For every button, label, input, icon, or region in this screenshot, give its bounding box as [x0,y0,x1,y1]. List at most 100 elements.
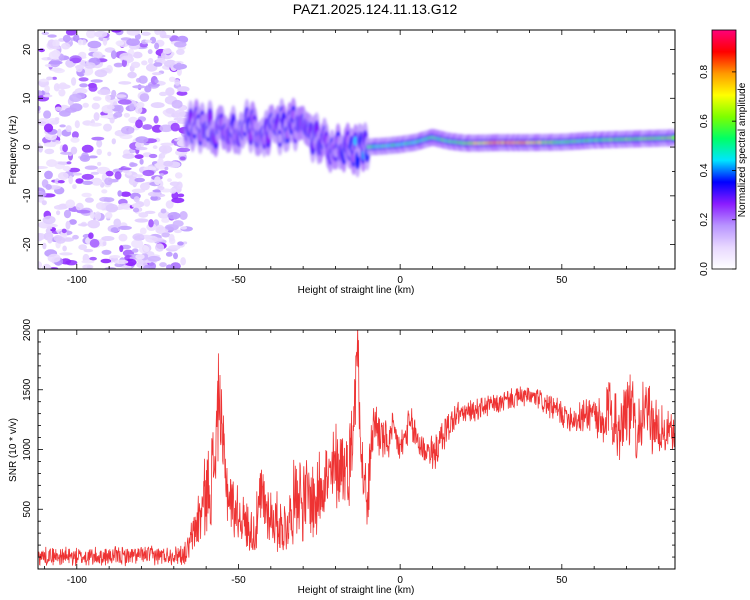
heat-cell [152,189,162,193]
heat-cell [145,39,153,43]
heat-cell [148,83,161,87]
heat-cell [176,147,191,153]
heat-cell [159,173,164,177]
heat-cell [153,115,159,124]
heat-cell [162,160,174,167]
heat-cell [165,107,175,114]
heat-cell [131,188,146,193]
y-tick-label: 1000 [22,438,33,461]
heat-cell [92,96,102,101]
heat-cell [143,198,151,207]
heat-cell [61,228,67,234]
heat-cell [177,86,190,93]
heat-cell [177,241,184,246]
heat-cell [49,67,63,72]
heat-cell [43,123,54,133]
heat-cell [88,232,94,239]
heat-cell [120,191,131,197]
heat-cell [72,172,83,176]
x-tick-label: 50 [556,275,568,286]
heat-cell [56,210,61,216]
heat-cell [60,258,72,265]
y-tick-label: 10 [22,92,33,104]
colorbar-scale [712,30,736,269]
heat-cell [102,36,108,46]
heat-cell [70,57,82,64]
spectrogram-y-ticks: -20 -10 0 10 20 [22,44,675,270]
heat-cell [38,48,45,53]
heat-cell [74,120,80,129]
heat-cell [63,209,72,219]
signal-ridge [183,97,675,178]
heat-cell [97,161,102,166]
heat-cell [60,151,73,155]
snr-panel: -100 -50 0 50 500 1000 1500 2000 Height of str… [8,318,676,596]
heat-cell [81,192,92,198]
heat-cell [51,45,61,50]
y-tick-label: 2000 [22,318,33,341]
heat-cell [72,184,77,190]
heat-cell [42,215,56,225]
heat-cell [38,145,43,153]
colorbar-tick-label: 0.6 [699,114,710,128]
heat-cell [136,102,145,108]
heat-cell [66,161,72,165]
y-tick-label: 500 [22,500,33,517]
heat-cell [132,85,146,89]
heat-cell [72,234,79,240]
heat-cell [101,236,115,241]
heat-cell [174,229,182,234]
heat-cell [174,79,181,86]
heat-cell [44,85,50,93]
heat-cell [81,173,94,180]
heat-cell [126,38,140,46]
heat-cell [68,175,73,185]
y-tick-label: 0 [22,144,33,150]
heat-cell [117,190,122,197]
heat-cell [174,109,186,118]
heat-cell [157,157,164,167]
heat-cell [75,178,84,184]
heat-cell [164,166,169,171]
heat-cell [150,195,158,201]
heat-cell [139,227,147,235]
heat-cell [135,136,149,144]
heat-cell [168,76,176,83]
heat-cell [159,91,168,97]
heat-cell [138,212,149,218]
heat-cell [76,209,91,214]
heat-cell [109,255,121,259]
heat-cell [65,107,78,113]
heat-cell [141,60,148,66]
heat-cell [134,177,145,183]
heat-cell [86,30,96,39]
heat-cell [138,75,148,84]
heat-cell [119,245,124,253]
heat-cell [175,62,183,71]
heat-cell [155,226,169,235]
snr-y-axis-label: SNR (10 * v/v) [8,418,19,482]
heat-cell [59,252,73,256]
heat-cell [111,89,117,98]
heat-cell [82,180,93,185]
heat-cell [147,191,161,197]
heat-cell [103,197,115,203]
heat-cell [91,136,105,141]
heat-cell [38,261,43,269]
heat-cell [79,154,91,162]
heat-cell [165,251,173,257]
heat-cell [168,245,181,250]
heat-cell [81,259,95,264]
heat-cell [102,241,107,246]
heat-cell [132,51,143,59]
heat-cell [38,105,41,111]
heat-cell [84,62,96,69]
heat-cell [142,169,155,177]
heat-cell [57,180,65,184]
heat-cell [170,262,181,269]
heat-cell [127,71,137,79]
heat-cell [109,116,115,124]
colorbar-frame [711,29,737,270]
heat-cell [121,126,135,135]
heat-cell [38,233,44,242]
